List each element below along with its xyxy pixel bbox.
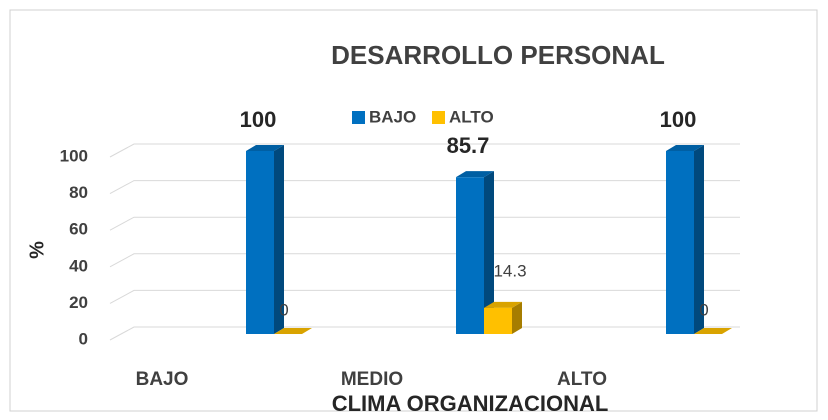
bar-top	[274, 328, 312, 334]
legend-swatch	[432, 111, 445, 124]
bar	[666, 145, 704, 334]
grid-line	[109, 216, 740, 231]
legend-label: ALTO	[449, 107, 494, 126]
x-tick-label: MEDIO	[341, 369, 403, 390]
bar-side	[694, 145, 704, 334]
x-axis-title: CLIMA ORGANIZACIONAL	[332, 391, 609, 416]
x-tick-label: ALTO	[557, 369, 607, 390]
chart-title: DESARROLLO PERSONAL	[331, 40, 665, 70]
y-tick-label: 100	[60, 146, 88, 165]
bar	[484, 301, 522, 334]
bar-top	[246, 145, 284, 151]
y-tick-label: 0	[79, 329, 88, 348]
y-tick-label: 60	[69, 220, 88, 239]
bar-side	[512, 301, 522, 334]
bar-side	[484, 171, 494, 334]
x-tick-label: BAJO	[136, 369, 189, 390]
bar-front	[666, 151, 694, 334]
bar-top	[694, 328, 732, 334]
data-label: 100	[660, 107, 697, 132]
grid-line	[109, 143, 740, 158]
bar-side	[274, 145, 284, 334]
bar-top	[484, 301, 522, 308]
bar	[456, 171, 494, 334]
y-tick-label: 40	[69, 256, 88, 275]
y-tick-label: 20	[69, 293, 88, 312]
bar-top	[456, 171, 494, 178]
grid-line	[109, 253, 740, 268]
bar-top	[666, 145, 704, 151]
y-axis-title: %	[26, 241, 48, 259]
legend-label: BAJO	[369, 107, 416, 126]
grid-line	[109, 326, 740, 341]
data-label: 0	[279, 300, 288, 319]
legend-swatch	[352, 111, 365, 124]
bar	[246, 145, 284, 334]
data-label: 14.3	[493, 261, 526, 280]
bar-front	[246, 151, 274, 334]
bar	[694, 328, 732, 335]
grid-line	[109, 289, 740, 304]
bar-front	[484, 307, 512, 334]
y-tick-label: 80	[69, 183, 88, 202]
data-label: 85.7	[447, 133, 490, 158]
data-label: 0	[699, 300, 708, 319]
data-label: 100	[240, 107, 277, 132]
grid-line	[109, 180, 740, 195]
bar	[274, 328, 312, 335]
bar-front	[456, 177, 484, 334]
